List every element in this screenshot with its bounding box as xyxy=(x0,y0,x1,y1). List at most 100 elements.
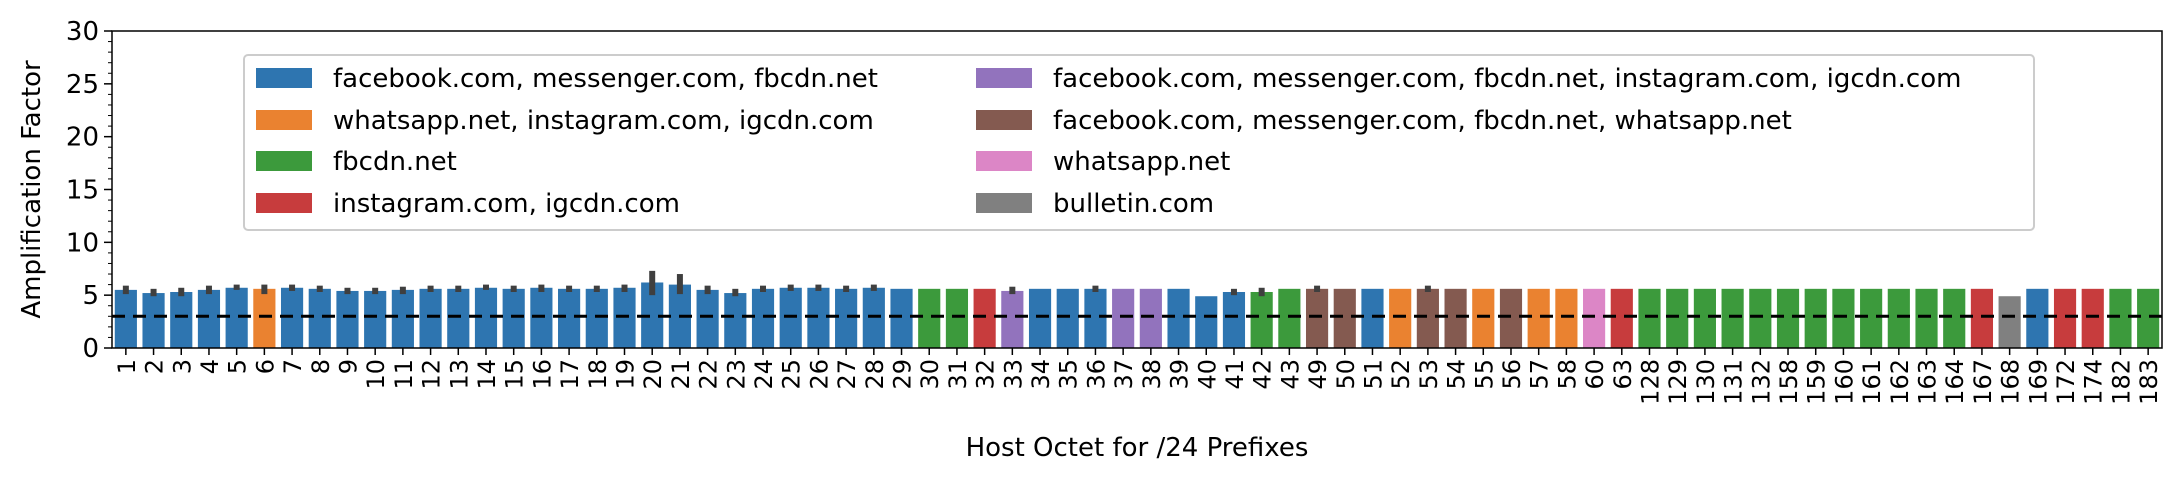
bar-52 xyxy=(1389,288,1412,348)
x-tick-label: 38 xyxy=(1138,359,1166,390)
x-tick-label: 16 xyxy=(528,359,556,390)
bar-40 xyxy=(1195,296,1218,348)
bar-51 xyxy=(1361,288,1384,348)
x-tick-label: 49 xyxy=(1304,359,1332,390)
x-tick-label: 24 xyxy=(750,359,778,390)
y-tick-label: 0 xyxy=(82,334,99,364)
x-tick-label: 132 xyxy=(1747,359,1775,405)
x-tick-label: 36 xyxy=(1082,359,1110,390)
x-tick-label: 158 xyxy=(1775,359,1803,405)
x-tick-label: 167 xyxy=(1969,359,1997,405)
x-tick-label: 17 xyxy=(556,359,584,390)
x-tick-label: 1 xyxy=(113,359,141,374)
x-axis: 1 2 3 4 5 6 7 8 9 10 11 12 13 14 15 16 17 18 19 20 21 22 23 24 2… xyxy=(113,348,2163,405)
y-tick-label: 30 xyxy=(66,17,99,47)
bar-30 xyxy=(918,288,941,348)
bar-56 xyxy=(1499,288,1523,348)
bar-169 xyxy=(2026,288,2049,348)
legend-label: facebook.com, messenger.com, fbcdn.net, … xyxy=(1053,64,1961,94)
bar-172 xyxy=(2053,288,2077,348)
bar-37 xyxy=(1112,288,1135,348)
bar-128 xyxy=(1638,288,1661,348)
bar-58 xyxy=(1555,288,1578,348)
x-tick-label: 30 xyxy=(916,359,944,390)
legend-swatch xyxy=(256,68,312,88)
bar-10 xyxy=(364,290,387,348)
bar-15 xyxy=(502,288,525,348)
x-tick-label: 6 xyxy=(251,359,279,374)
legend-swatch xyxy=(976,193,1032,213)
x-tick-label: 53 xyxy=(1415,359,1443,390)
legend-swatch xyxy=(256,151,312,171)
x-tick-label: 28 xyxy=(861,359,889,390)
bar-26 xyxy=(807,287,830,348)
bar-164 xyxy=(1943,288,1966,348)
x-tick-label: 182 xyxy=(2107,359,2135,405)
bar-163 xyxy=(1915,288,1938,348)
bar-32 xyxy=(973,288,996,348)
x-tick-label: 164 xyxy=(1941,359,1969,405)
bar-43 xyxy=(1278,288,1301,348)
x-tick-label: 35 xyxy=(1055,359,1083,390)
bar-129 xyxy=(1666,288,1689,348)
legend-swatch xyxy=(976,110,1032,130)
bar-38 xyxy=(1139,288,1162,348)
x-tick-label: 9 xyxy=(334,359,362,374)
bar-4 xyxy=(197,289,221,348)
bar-50 xyxy=(1333,288,1356,348)
bar-2 xyxy=(142,293,165,348)
bar-130 xyxy=(1693,288,1716,348)
y-axis: 0 5 10 15 20 25 30 xyxy=(66,17,112,364)
bar-131 xyxy=(1721,288,1744,348)
x-tick-label: 163 xyxy=(1914,359,1942,405)
bar-1 xyxy=(114,289,137,348)
legend-swatch xyxy=(256,110,312,130)
bar-161 xyxy=(1860,288,1883,348)
bar-34 xyxy=(1028,288,1052,348)
bar-174 xyxy=(2081,288,2104,348)
bar-20 xyxy=(641,282,664,348)
bar-60 xyxy=(1583,288,1606,348)
x-tick-label: 32 xyxy=(972,359,1000,390)
bar-55 xyxy=(1472,288,1495,348)
x-tick-label: 11 xyxy=(390,359,418,390)
bar-167 xyxy=(1970,288,1994,348)
x-tick-label: 20 xyxy=(639,359,667,390)
bar-18 xyxy=(585,288,608,348)
bar-158 xyxy=(1776,288,1800,348)
bar-49 xyxy=(1305,288,1329,348)
x-tick-label: 57 xyxy=(1526,359,1554,390)
x-tick-label: 26 xyxy=(805,359,833,390)
y-axis-label: Amplification Factor xyxy=(17,60,47,319)
x-tick-label: 21 xyxy=(667,359,695,390)
x-tick-label: 23 xyxy=(722,359,750,390)
x-tick-label: 29 xyxy=(889,359,917,390)
y-tick-label: 20 xyxy=(66,123,99,153)
x-tick-label: 33 xyxy=(999,359,1027,390)
bars-layer xyxy=(114,282,2160,348)
bar-23 xyxy=(724,293,747,348)
legend-label: whatsapp.net, instagram.com, igcdn.com xyxy=(333,106,874,136)
bar-162 xyxy=(1887,288,1910,348)
bar-57 xyxy=(1527,288,1550,348)
x-tick-label: 13 xyxy=(445,359,473,390)
x-tick-label: 22 xyxy=(695,359,723,390)
x-tick-label: 129 xyxy=(1664,359,1692,405)
x-tick-label: 25 xyxy=(778,359,806,390)
bar-13 xyxy=(447,288,470,348)
x-tick-label: 56 xyxy=(1498,359,1526,390)
bar-182 xyxy=(2109,288,2132,348)
x-tick-label: 5 xyxy=(224,359,252,374)
bar-16 xyxy=(530,287,553,348)
x-tick-label: 162 xyxy=(1886,359,1914,405)
legend-label: facebook.com, messenger.com, fbcdn.net xyxy=(333,64,878,94)
x-tick-label: 60 xyxy=(1581,359,1609,390)
x-tick-label: 39 xyxy=(1166,359,1194,390)
legend-label: facebook.com, messenger.com, fbcdn.net, … xyxy=(1053,106,1792,136)
bar-7 xyxy=(280,287,304,348)
bar-54 xyxy=(1444,288,1467,348)
legend-label: fbcdn.net xyxy=(333,147,457,177)
error-bars-layer xyxy=(122,270,1431,297)
x-tick-label: 58 xyxy=(1553,359,1581,390)
